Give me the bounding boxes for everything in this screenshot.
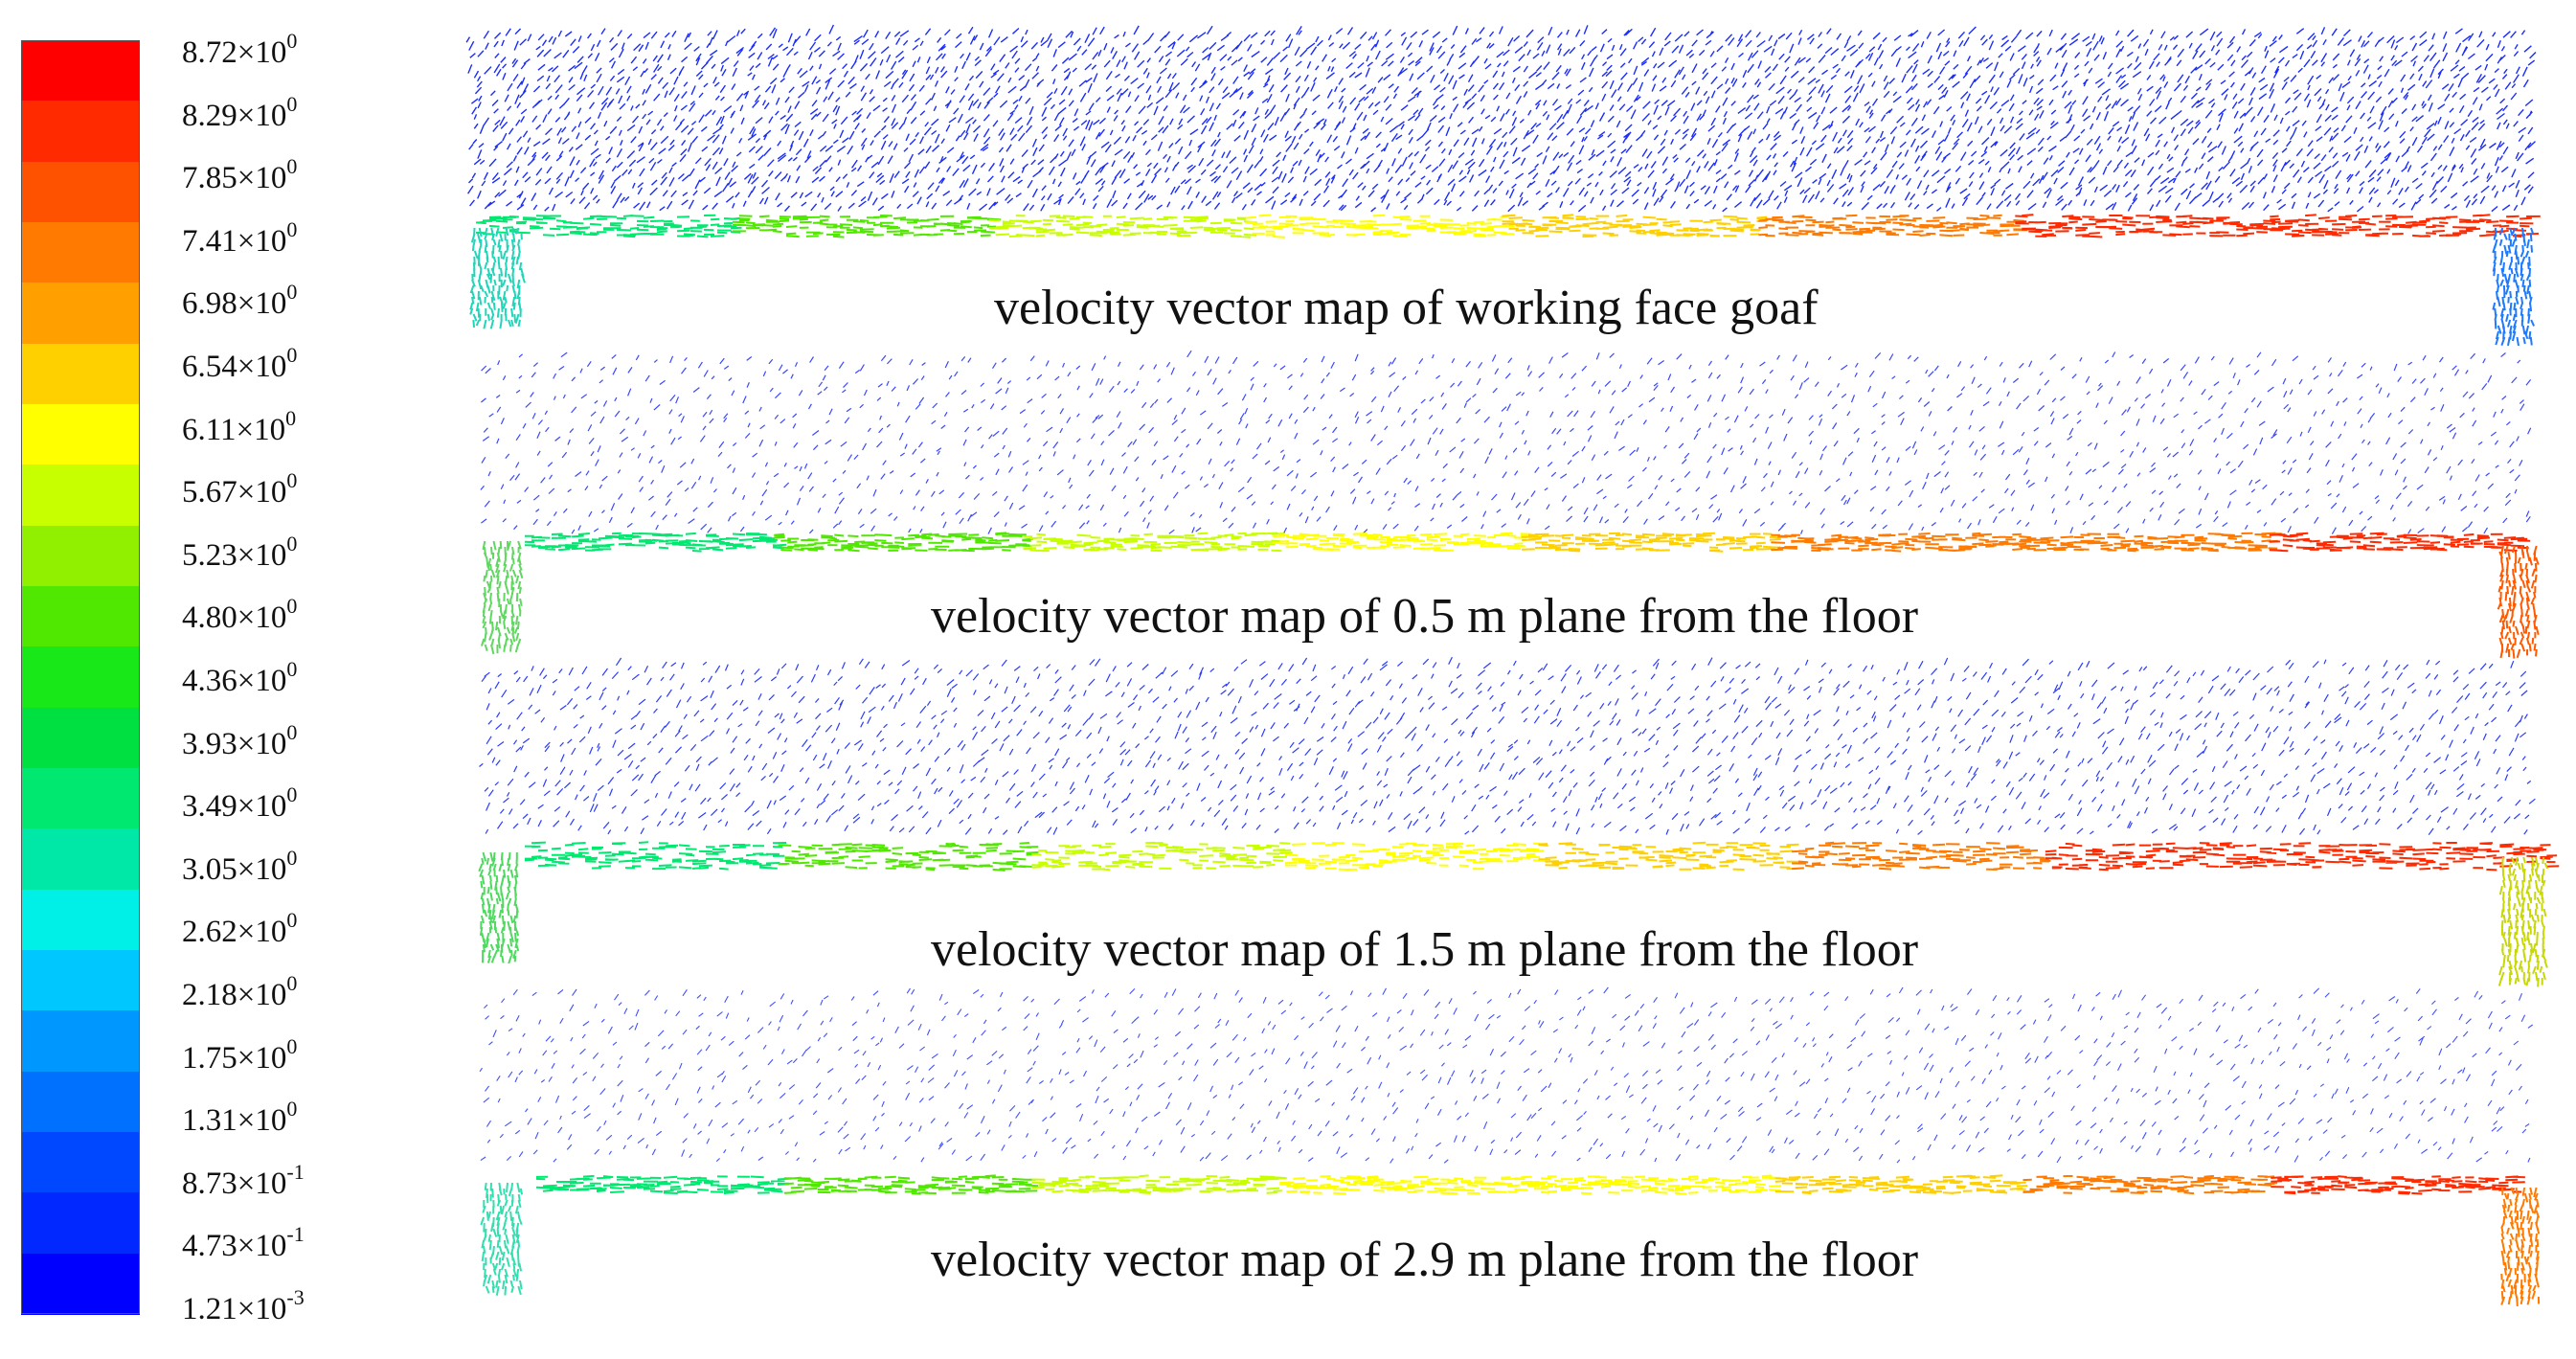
legend-swatch [21,101,140,163]
roadway-vectors [1023,532,1285,553]
legend-swatch [21,646,140,709]
roadway-vectors [1279,1175,1534,1195]
legend-swatch [21,1071,140,1133]
legend-tick-label: 8.73×10-1 [182,1160,305,1202]
panel-caption: velocity vector map of 1.5 m plane from … [931,922,1919,977]
entry-vectors [469,227,526,329]
roadway-vectors [2022,1174,2278,1195]
legend-swatch [21,525,140,587]
legend-tick-label: 1.75×100 [182,1034,298,1076]
legend-swatch [21,1192,140,1255]
legend-tick-label: 6.11×100 [182,406,297,448]
legend-swatch [21,950,140,1012]
vector-field [465,24,2537,213]
roadway-vectors [1771,532,2032,553]
legend-tick-label: 6.98×100 [182,280,298,322]
panel-caption: velocity vector map of 0.5 m plane from … [931,589,1919,644]
legend-tick-label: 4.73×10-1 [182,1222,305,1264]
panel-caption: velocity vector map of 2.9 m plane from … [931,1233,1919,1287]
legend-swatch [21,40,140,102]
entry-vectors [2497,545,2540,659]
roadway-vectors [1031,1174,1287,1194]
roadway-vectors [1272,532,1534,552]
roadway-vectors [1245,214,1515,238]
legend-swatch [21,768,140,830]
roadway-vectors [1758,214,2028,238]
roadway-vectors [2015,214,2284,238]
roadway-vectors [988,215,1257,238]
legend-swatch [21,828,140,891]
entry-vectors [2497,856,2549,987]
roadway-vectors [535,1174,792,1194]
legend-tick-label: 4.80×100 [182,594,298,636]
legend-swatch [21,161,140,223]
legend-tick-label: 8.29×100 [182,92,298,134]
entry-vectors [2492,227,2536,347]
entry-vectors [480,540,524,655]
legend-swatch [21,1010,140,1073]
roadway-vectors [524,841,787,871]
legend-tick-label: 1.21×10-3 [182,1285,305,1327]
legend-tick-label: 7.85×100 [182,154,298,196]
roadway-vectors [2020,532,2283,553]
legend-swatch [21,707,140,769]
legend-swatch [21,343,140,405]
entry-vectors [478,851,520,964]
legend-swatch [21,1253,140,1315]
legend-tick-label: 2.62×100 [182,908,298,950]
legend-tick-label: 7.41×100 [182,217,298,260]
legend-tick-label: 5.67×100 [182,468,298,510]
legend-tick-label: 3.93×100 [182,720,298,762]
legend-tick-label: 5.23×100 [182,532,298,574]
legend-tick-label: 1.31×100 [182,1097,298,1139]
roadway-vectors [2269,532,2531,553]
legend-tick-label: 2.18×100 [182,971,298,1013]
roadway-vectors [1538,841,1801,871]
legend-swatch [21,222,140,284]
roadway-vectors [778,842,1039,872]
legend-tick-label: 3.05×100 [182,846,298,888]
vector-field [479,986,2534,1164]
panel-caption: velocity vector map of working face goaf [994,281,1819,335]
roadway-vectors [1284,842,1548,872]
legend-tick-label: 3.49×100 [182,782,298,825]
roadway-vectors [2045,842,2306,872]
vector-field [480,350,2532,535]
legend-tick-label: 8.72×100 [182,29,298,71]
roadway-vectors [2271,1175,2525,1195]
legend-swatch [21,586,140,648]
entry-vectors [480,1182,524,1296]
legend-swatch [21,283,140,345]
entry-vectors [2500,1187,2541,1306]
roadway-vectors [1031,841,1293,872]
roadway-vectors [524,532,787,553]
roadway-vectors [1502,214,1772,238]
roadway-vectors [1792,841,2051,871]
legend-swatch [21,464,140,527]
legend-tick-label: 6.54×100 [182,343,298,385]
roadway-vectors [2271,214,2541,238]
roadway-vectors [2298,842,2560,872]
roadway-vectors [783,1174,1039,1195]
legend-tick-label: 4.36×100 [182,657,298,699]
roadway-vectors [1526,1174,1782,1195]
legend-swatch [21,404,140,466]
vector-field [479,656,2536,836]
roadway-vectors [774,532,1033,553]
color-legend [21,40,140,1315]
roadway-vectors [732,215,1002,238]
legend-swatch [21,889,140,951]
roadway-vectors [1521,532,1781,553]
roadway-vectors [1774,1174,2028,1195]
legend-swatch [21,1132,140,1194]
